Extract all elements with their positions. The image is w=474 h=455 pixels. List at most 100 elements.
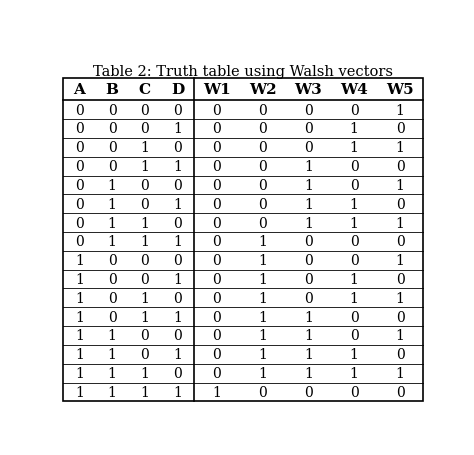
Text: 1: 1 [108, 385, 117, 399]
Text: 0: 0 [396, 385, 404, 399]
Text: 0: 0 [212, 141, 221, 155]
Text: W3: W3 [294, 83, 322, 97]
Text: 1: 1 [108, 197, 117, 211]
Text: 0: 0 [75, 122, 84, 136]
Text: 0: 0 [396, 197, 404, 211]
Text: 0: 0 [258, 178, 267, 192]
Text: 0: 0 [258, 103, 267, 117]
Text: 0: 0 [140, 197, 149, 211]
Text: 0: 0 [173, 141, 182, 155]
Text: 0: 0 [350, 253, 358, 268]
Text: 1: 1 [173, 235, 182, 249]
Text: 0: 0 [350, 178, 358, 192]
Text: 0: 0 [350, 385, 358, 399]
Text: 1: 1 [396, 253, 404, 268]
Text: 1: 1 [173, 197, 182, 211]
Text: 1: 1 [140, 291, 149, 305]
Text: 1: 1 [396, 329, 404, 343]
Text: 0: 0 [108, 103, 117, 117]
Text: 0: 0 [140, 178, 149, 192]
Text: 1: 1 [396, 291, 404, 305]
Text: W2: W2 [249, 83, 276, 97]
Text: 0: 0 [212, 291, 221, 305]
Text: A: A [73, 83, 85, 97]
Text: 1: 1 [350, 348, 359, 361]
Text: 0: 0 [212, 197, 221, 211]
Text: 0: 0 [173, 366, 182, 380]
Text: 0: 0 [75, 235, 84, 249]
Text: 0: 0 [173, 216, 182, 230]
Text: 1: 1 [258, 253, 267, 268]
Text: 1: 1 [75, 291, 84, 305]
Text: 1: 1 [140, 160, 149, 174]
Text: 1: 1 [258, 291, 267, 305]
Text: 0: 0 [304, 103, 313, 117]
Text: 1: 1 [140, 235, 149, 249]
Text: 1: 1 [75, 366, 84, 380]
Text: 1: 1 [304, 216, 313, 230]
Text: 1: 1 [212, 385, 221, 399]
Text: 0: 0 [304, 141, 313, 155]
Text: 0: 0 [75, 160, 84, 174]
Text: 1: 1 [350, 366, 359, 380]
Text: 0: 0 [350, 310, 358, 324]
Text: 0: 0 [258, 160, 267, 174]
Text: 1: 1 [304, 348, 313, 361]
Text: 0: 0 [75, 103, 84, 117]
Text: 1: 1 [173, 310, 182, 324]
Text: 0: 0 [108, 291, 117, 305]
Text: 0: 0 [396, 310, 404, 324]
Text: 0: 0 [350, 103, 358, 117]
Text: 0: 0 [173, 253, 182, 268]
Text: 0: 0 [350, 329, 358, 343]
Text: 0: 0 [304, 235, 313, 249]
Text: 0: 0 [212, 178, 221, 192]
Text: 0: 0 [212, 310, 221, 324]
Text: 0: 0 [75, 216, 84, 230]
Text: 1: 1 [75, 329, 84, 343]
Text: 1: 1 [140, 385, 149, 399]
Text: 0: 0 [212, 160, 221, 174]
Text: 0: 0 [212, 122, 221, 136]
Text: Table 2: Truth table using Walsh vectors: Table 2: Truth table using Walsh vectors [93, 65, 393, 78]
Text: 0: 0 [212, 329, 221, 343]
Text: 1: 1 [108, 366, 117, 380]
Text: W5: W5 [386, 83, 414, 97]
Text: 1: 1 [75, 348, 84, 361]
Text: 1: 1 [140, 310, 149, 324]
Text: 1: 1 [396, 178, 404, 192]
Text: W1: W1 [203, 83, 231, 97]
Text: 1: 1 [108, 235, 117, 249]
Text: 1: 1 [350, 216, 359, 230]
Text: 1: 1 [75, 310, 84, 324]
Text: 0: 0 [75, 178, 84, 192]
Text: 0: 0 [173, 103, 182, 117]
Text: 0: 0 [108, 253, 117, 268]
Text: 1: 1 [173, 273, 182, 286]
Text: 1: 1 [304, 366, 313, 380]
Text: 0: 0 [108, 273, 117, 286]
Text: 0: 0 [140, 103, 149, 117]
Text: 0: 0 [396, 348, 404, 361]
Text: 1: 1 [108, 348, 117, 361]
Text: 0: 0 [108, 122, 117, 136]
Text: 0: 0 [396, 273, 404, 286]
Text: 0: 0 [140, 253, 149, 268]
Text: 1: 1 [258, 348, 267, 361]
Text: 1: 1 [258, 273, 267, 286]
Text: 0: 0 [212, 348, 221, 361]
Text: 0: 0 [258, 197, 267, 211]
Text: 0: 0 [212, 103, 221, 117]
Text: 0: 0 [258, 122, 267, 136]
Text: 0: 0 [140, 348, 149, 361]
Text: 0: 0 [75, 197, 84, 211]
Text: 0: 0 [304, 291, 313, 305]
Text: 0: 0 [173, 291, 182, 305]
Text: 1: 1 [258, 366, 267, 380]
Text: 1: 1 [75, 253, 84, 268]
Text: 0: 0 [140, 329, 149, 343]
Text: 1: 1 [258, 329, 267, 343]
Text: 1: 1 [258, 235, 267, 249]
Text: B: B [106, 83, 118, 97]
Text: 1: 1 [350, 273, 359, 286]
